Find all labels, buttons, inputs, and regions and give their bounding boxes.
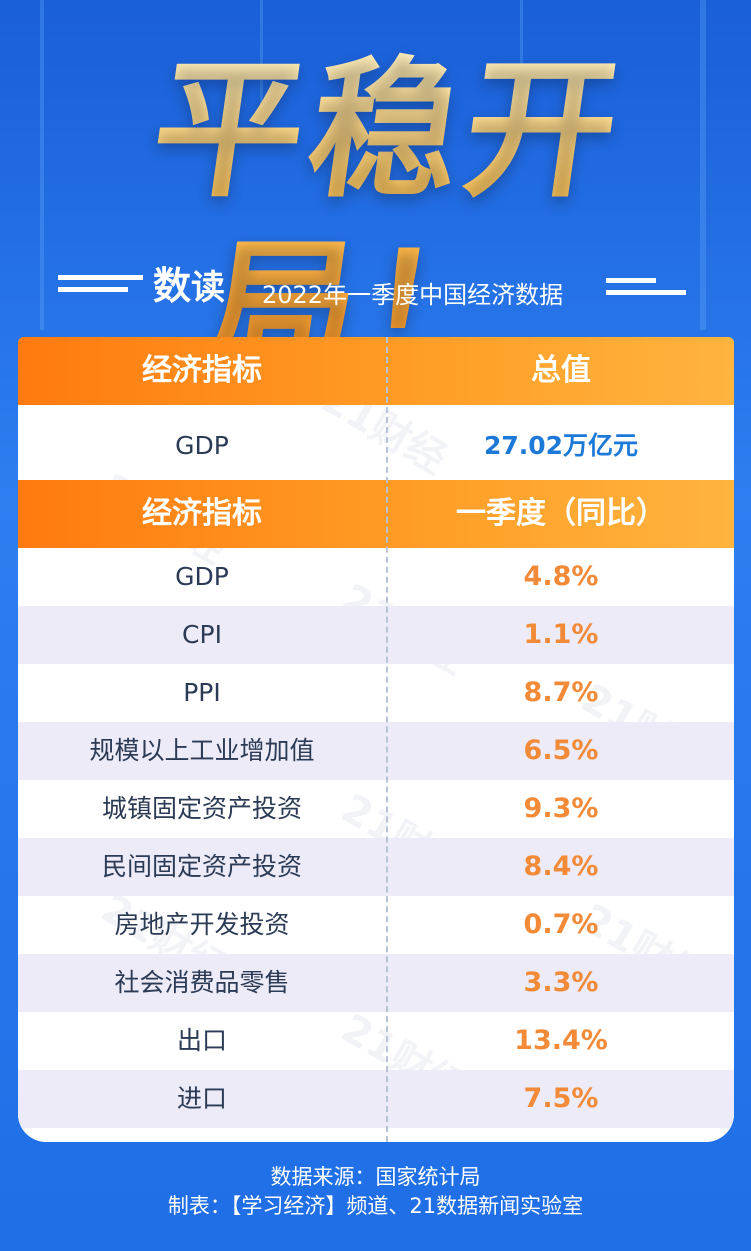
background-stripe [40,0,44,330]
table2-col-q1: 一季度（同比） [456,496,666,531]
table2-col-indicator: 经济指标 [142,496,262,531]
row-value: 6.5% [523,735,599,766]
row-value: 1.1% [523,619,599,650]
table1-col-total: 总值 [531,353,591,388]
row-label: GDP [175,431,229,460]
table-row: 社会消费品零售 3.3% [18,954,734,1012]
row-label: GDP [175,562,229,591]
table-row: CPI 1.1% [18,606,734,664]
row-value: 3.3% [523,967,599,998]
table1-header: 经济指标 总值 [18,337,734,405]
subtitle-text: 2022年一季度中国经济数据 [262,281,564,309]
row-value: 4.8% [523,561,599,592]
row-label: 社会消费品零售 [114,968,290,997]
footer: 数据来源：国家统计局 制表：【学习经济】频道、21数据新闻实验室 [0,1163,751,1221]
table1-col-indicator: 经济指标 [142,353,262,388]
subtitle-badge: 数读 [153,264,226,308]
credit-text: 制表：【学习经济】频道、21数据新闻实验室 [167,1194,584,1218]
table-row: 进口 7.5% [18,1070,734,1128]
row-label: 规模以上工业增加值 [89,736,315,765]
row-label: 进口 [176,1084,227,1113]
row-label: 出口 [176,1026,227,1055]
hero-banner: 平稳开局！ [0,40,751,398]
table-row: 房地产开发投资 0.7% [18,896,734,954]
row-value: 27.02万亿元 [483,431,639,460]
background-stripe [700,0,706,330]
background-stripe [260,0,263,120]
row-label: 民间固定资产投资 [101,852,302,881]
row-label: 城镇固定资产投资 [101,794,302,823]
table2-header: 经济指标 一季度（同比） [18,480,734,548]
right-decoration-lines [600,275,700,297]
background-stripe [520,0,523,110]
row-value: 7.5% [523,1083,599,1114]
row-label: PPI [183,678,221,707]
row-value: 0.7% [523,909,599,940]
data-card: 21财经 21财经 21财经 21财经 21财经 21财经 21财经 21财经 … [18,337,734,1142]
table-row: 城镇固定资产投资 9.3% [18,780,734,838]
table-row: PPI 8.7% [18,664,734,722]
row-value: 8.4% [523,851,599,882]
subtitle-bar: 数读 2022年一季度中国经济数据 [0,255,751,315]
row-value: 9.3% [523,793,599,824]
left-decoration-lines [0,275,150,297]
row-label: CPI [182,620,222,649]
table-row: 民间固定资产投资 8.4% [18,838,734,896]
table-row: GDP 4.8% [18,548,734,606]
row-value: 8.7% [523,677,599,708]
row-value: 13.4% [514,1025,608,1056]
source-text: 数据来源：国家统计局 [270,1165,481,1189]
table-row: 规模以上工业增加值 6.5% [18,722,734,780]
table1-row: GDP 27.02万亿元 [18,412,734,480]
table-row: 出口 13.4% [18,1012,734,1070]
row-label: 房地产开发投资 [114,910,290,939]
column-divider [386,337,388,1142]
